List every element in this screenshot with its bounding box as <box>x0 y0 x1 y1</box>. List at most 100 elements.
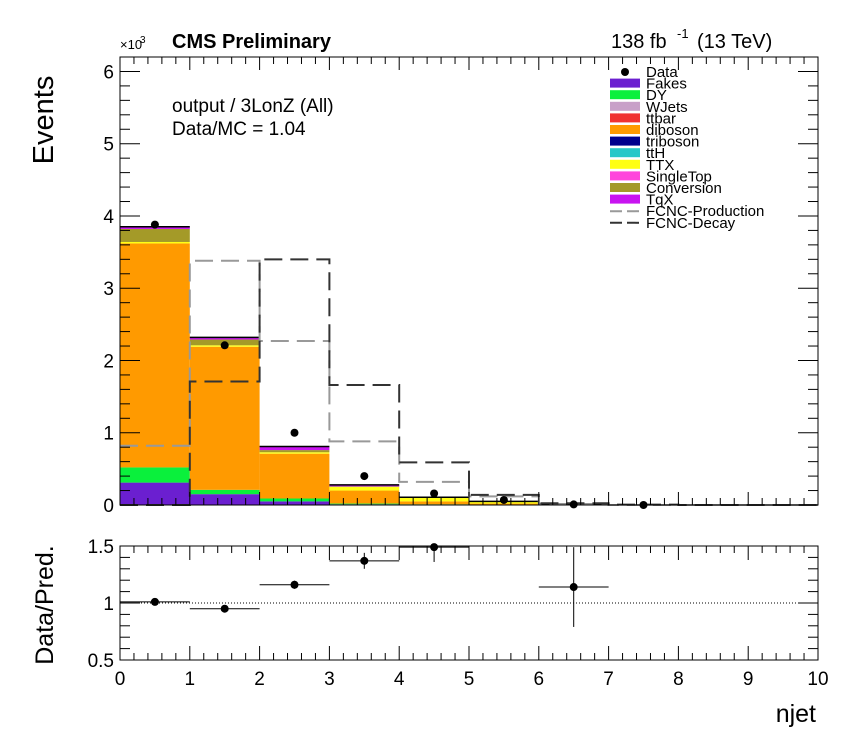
bar-fakes-bin-2 <box>259 501 330 505</box>
legend-marker-data <box>621 68 629 76</box>
data-point-6 <box>569 500 578 509</box>
bar-diboson-bin-5 <box>469 503 539 505</box>
lumi-exponent: -1 <box>677 26 689 41</box>
x-tick-label: 4 <box>394 669 405 690</box>
legend-label-fcnc-decay: FCNC-Decay <box>646 215 736 232</box>
main-axes: 0 1 2 3 4 5 6 <box>103 56 819 517</box>
exponent-base: ×10 <box>120 37 142 52</box>
x-axis-label: njet <box>776 700 816 728</box>
bar-conversion-bin-3 <box>329 486 400 487</box>
x-tick-label: 6 <box>534 669 545 690</box>
legend-swatch-singletop <box>610 171 640 181</box>
ratio-point-5 <box>569 583 578 592</box>
legend-label-triboson: triboson <box>646 134 699 151</box>
energy-label: (13 TeV) <box>697 31 772 53</box>
exponent-power: 3 <box>140 35 146 46</box>
bar-dy-bin-3 <box>329 503 400 505</box>
legend-label-data: Data <box>646 64 678 81</box>
x-tick-label: 8 <box>673 669 684 690</box>
legend-swatch-ttbar <box>610 113 640 123</box>
bar-diboson-bin-3 <box>329 490 400 504</box>
data-point-1 <box>220 341 229 350</box>
legend-swatch-dy <box>610 90 640 100</box>
legend-label-fakes: Fakes <box>646 76 687 93</box>
main-y-tick-label: 5 <box>103 135 114 156</box>
x-tick-label: 5 <box>464 669 475 690</box>
x-tick-label: 3 <box>324 669 335 690</box>
bar-tqx-bin-2 <box>259 446 330 451</box>
main-y-tick-label: 6 <box>103 62 114 83</box>
cms-title: CMS Preliminary <box>172 31 332 53</box>
ratio-y-tick-label: 1.5 <box>88 537 114 558</box>
legend-label-conversion: Conversion <box>646 180 722 197</box>
ratio-plot-marks <box>120 543 818 627</box>
bar-conversion-bin-2 <box>259 450 330 453</box>
main-y-tick-label: 1 <box>103 424 114 445</box>
bar-conversion-bin-0 <box>120 228 190 242</box>
legend-label-tqx: TqX <box>646 192 674 209</box>
legend-swatch-wjets <box>610 101 640 111</box>
data-point-4 <box>430 489 439 498</box>
bar-diboson-bin-4 <box>399 501 469 505</box>
bar-ttx-bin-3 <box>329 486 400 491</box>
legend-swatch-diboson <box>610 125 640 134</box>
legend-swatch-fakes <box>610 78 640 88</box>
ratio-point-3 <box>360 556 369 565</box>
data-point-2 <box>290 428 299 437</box>
x-tick-label: 10 <box>807 669 828 690</box>
legend-label-ttbar: ttbar <box>646 110 676 127</box>
legend-label-wjets: WJets <box>646 99 688 116</box>
ratio-point-4 <box>430 543 439 552</box>
bar-fakes-bin-1 <box>189 494 260 505</box>
main-y-tick-label: 2 <box>103 351 114 372</box>
bar-dy-bin-0 <box>120 467 190 483</box>
signal-line-fcnc-production <box>120 259 818 506</box>
legend-label-dy: DY <box>646 87 667 104</box>
main-y-tick-label: 4 <box>103 207 114 228</box>
bar-diboson-bin-0 <box>120 243 190 468</box>
data-point-0 <box>150 220 159 229</box>
main-y-tick-label: 0 <box>103 496 114 517</box>
bar-dy-bin-2 <box>259 498 330 502</box>
bar-tqx-bin-1 <box>189 337 260 340</box>
legend-swatch-triboson <box>610 136 640 146</box>
legend-label-ttx: TTX <box>646 157 674 174</box>
bar-ttx-bin-4 <box>399 497 469 502</box>
ratio-point-1 <box>220 604 229 613</box>
legend: DataFakesDYWJetsttbardibosontribosonttHT… <box>610 64 764 232</box>
main-y-axis-label: Events <box>28 76 60 165</box>
x-tick-label: 7 <box>603 669 614 690</box>
region-label: output / 3LonZ (All) <box>172 96 334 117</box>
legend-label-singletop: SingleTop <box>646 168 712 185</box>
bar-ttx-bin-2 <box>259 452 330 454</box>
x-tick-label: 1 <box>185 669 196 690</box>
legend-swatch-conversion <box>610 183 640 192</box>
x-tick-label: 0 <box>115 669 126 690</box>
data-point-5 <box>499 495 508 504</box>
bar-ttx-bin-0 <box>120 241 190 244</box>
ratio-point-0 <box>150 597 159 606</box>
ratio-y-axis-label: Data/Pred. <box>31 545 59 665</box>
ratio-point-2 <box>290 580 299 589</box>
bar-dy-bin-1 <box>189 489 260 495</box>
data-point-3 <box>360 472 369 481</box>
ratio-y-tick-label: 0.5 <box>88 651 114 672</box>
legend-swatch-tqx <box>610 194 640 204</box>
bar-diboson-bin-2 <box>259 453 330 499</box>
x-tick-label: 9 <box>743 669 754 690</box>
lumi-value: 138 fb <box>611 31 667 53</box>
legend-label-fcnc-production: FCNC-Production <box>646 203 764 220</box>
ratio-axes: 0 1 2 3 4 5 6 7 8 9 10 0.5 1 1.5 <box>88 537 829 690</box>
legend-label-tth: ttH <box>646 145 665 162</box>
ratio-y-tick-label: 1 <box>103 594 114 615</box>
main-y-tick-label: 3 <box>103 279 114 300</box>
x-tick-label: 2 <box>254 669 265 690</box>
legend-swatch-tth <box>610 148 640 158</box>
bar-diboson-bin-1 <box>189 346 260 490</box>
main-plot-marks <box>120 220 818 509</box>
data-mc-ratio-label: Data/MC = 1.04 <box>172 119 306 140</box>
legend-label-diboson: diboson <box>646 122 699 139</box>
bar-fakes-bin-0 <box>120 482 190 505</box>
legend-swatch-ttx <box>610 159 640 169</box>
